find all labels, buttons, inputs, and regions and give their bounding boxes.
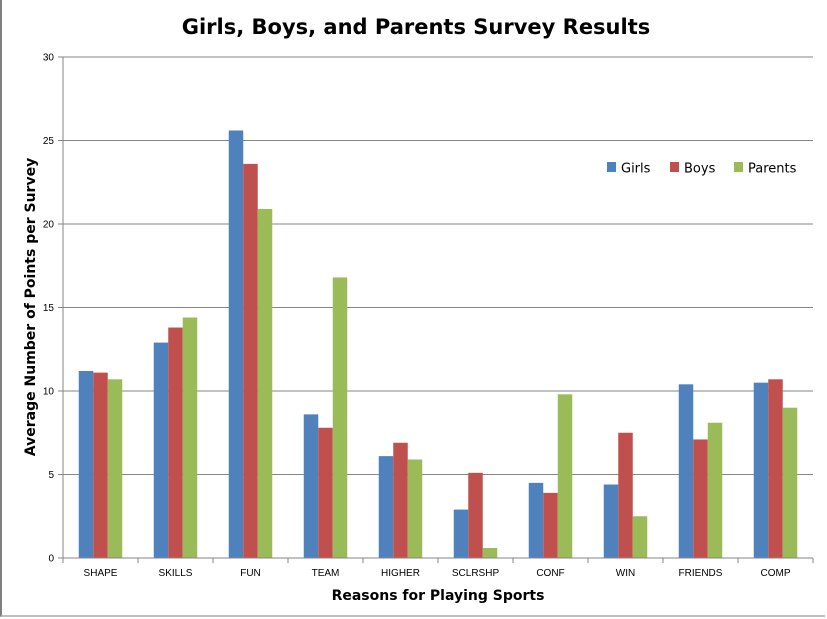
bar-parents-skills <box>182 317 198 558</box>
x-tick-label: WIN <box>616 568 635 579</box>
bar-parents-friends <box>707 422 723 558</box>
bar-parents-win <box>632 516 648 558</box>
y-tick-label: 15 <box>43 303 55 314</box>
x-tick-label: FUN <box>240 568 261 579</box>
x-tick-label: CONF <box>536 568 564 579</box>
x-axis-ticks: SHAPE SKILLS FUN TEAM HIGHER SCLRSHP CONF WIN FR… <box>62 558 814 579</box>
x-tick-label: HIGHER <box>381 568 420 579</box>
bar-girls-friends <box>678 384 694 558</box>
bar-girls-shape <box>78 370 94 558</box>
bar-girls-win <box>603 484 619 558</box>
bar-girls-fun <box>228 130 244 559</box>
bar-boys-conf <box>543 492 558 558</box>
bar-girls-sclrshp <box>453 509 469 558</box>
legend: Girls Boys Parents <box>607 162 797 177</box>
y-axis-label: Average Number of Points per Survey <box>23 158 39 456</box>
bar-girls-higher <box>378 456 394 558</box>
bar-parents-comp <box>782 407 798 558</box>
y-tick-label: 10 <box>43 387 55 398</box>
chart-title: Girls, Boys, and Parents Survey Results <box>182 15 651 39</box>
y-tick-label: 0 <box>48 554 54 565</box>
bar-parents-shape <box>107 379 123 558</box>
legend-label-girls: Girls <box>621 162 651 177</box>
bar-boys-team <box>318 427 333 558</box>
bar-boys-sclrshp <box>468 472 483 558</box>
bar-boys-win <box>618 432 633 558</box>
bar-parents-conf <box>557 394 573 558</box>
legend-label-parents: Parents <box>748 162 797 177</box>
x-tick-label: SHAPE <box>84 568 118 579</box>
x-axis-label: Reasons for Playing Sports <box>332 588 545 604</box>
y-tick-label: 5 <box>48 470 54 481</box>
legend-swatch-parents <box>734 162 743 172</box>
bars <box>78 130 798 559</box>
x-tick-label: TEAM <box>312 568 340 579</box>
bar-girls-skills <box>153 342 169 558</box>
bar-parents-higher <box>407 459 423 558</box>
bar-girls-comp <box>753 382 769 558</box>
legend-swatch-girls <box>607 162 616 172</box>
bar-girls-conf <box>528 482 544 558</box>
bar-parents-fun <box>257 208 273 558</box>
x-tick-label: SKILLS <box>159 568 193 579</box>
y-tick-label: 30 <box>43 53 55 64</box>
bar-boys-fun <box>243 163 258 558</box>
bar-boys-shape <box>93 372 108 558</box>
legend-swatch-boys <box>670 162 679 172</box>
legend-label-boys: Boys <box>684 162 716 177</box>
y-tick-label: 25 <box>43 136 55 147</box>
y-tick-label: 20 <box>43 220 55 231</box>
bar-boys-skills <box>168 327 183 558</box>
bar-boys-comp <box>768 379 783 558</box>
bar-boys-friends <box>693 439 708 558</box>
bar-parents-sclrshp <box>482 547 498 558</box>
bar-boys-higher <box>393 442 408 558</box>
y-axis-ticks: 0 5 10 15 20 25 30 <box>43 53 63 565</box>
x-tick-label: SCLRSHP <box>452 568 500 579</box>
x-tick-label: FRIENDS <box>679 568 723 579</box>
bar-girls-team <box>303 414 319 558</box>
x-tick-label: COMP <box>761 568 791 579</box>
bar-parents-team <box>332 277 348 558</box>
